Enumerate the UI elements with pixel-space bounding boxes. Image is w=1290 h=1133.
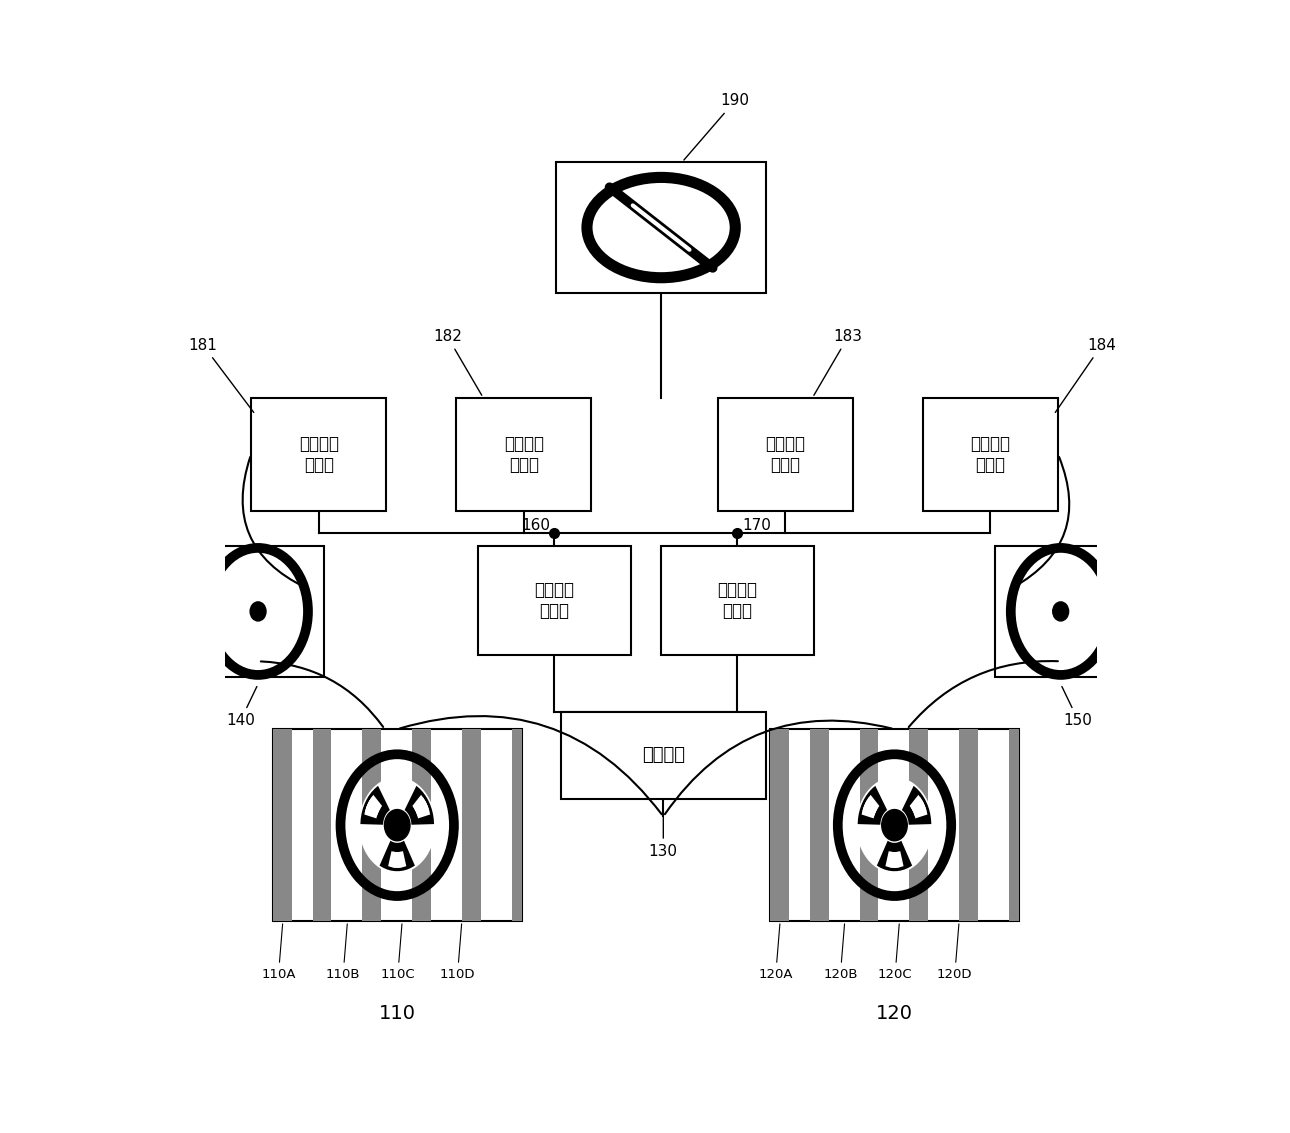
FancyBboxPatch shape xyxy=(192,546,324,678)
Polygon shape xyxy=(396,852,404,868)
Text: 110: 110 xyxy=(379,1004,415,1023)
Polygon shape xyxy=(911,798,925,812)
FancyBboxPatch shape xyxy=(412,730,431,921)
Text: 预处理器: 预处理器 xyxy=(642,747,685,765)
FancyBboxPatch shape xyxy=(561,712,766,799)
Text: 120A: 120A xyxy=(759,923,793,981)
Text: 140: 140 xyxy=(226,687,257,727)
Ellipse shape xyxy=(384,810,410,841)
FancyBboxPatch shape xyxy=(477,546,631,655)
Text: 170: 170 xyxy=(742,518,770,534)
Polygon shape xyxy=(360,786,390,825)
Text: 183: 183 xyxy=(814,329,863,395)
Polygon shape xyxy=(863,800,877,815)
Polygon shape xyxy=(405,786,433,825)
Polygon shape xyxy=(858,786,888,825)
Text: 182: 182 xyxy=(433,329,481,395)
FancyBboxPatch shape xyxy=(556,162,766,293)
Text: 160: 160 xyxy=(521,518,550,534)
Text: 120C: 120C xyxy=(877,923,912,981)
Text: 第二时序
控制器: 第二时序 控制器 xyxy=(717,581,757,620)
Text: 190: 190 xyxy=(684,93,749,160)
Polygon shape xyxy=(902,786,931,825)
FancyBboxPatch shape xyxy=(909,730,928,921)
FancyBboxPatch shape xyxy=(512,730,521,921)
FancyBboxPatch shape xyxy=(717,398,853,511)
Ellipse shape xyxy=(1031,574,1090,649)
Text: 120: 120 xyxy=(876,1004,913,1023)
Polygon shape xyxy=(877,841,912,871)
Polygon shape xyxy=(364,806,378,818)
Polygon shape xyxy=(379,841,415,871)
Polygon shape xyxy=(862,802,876,817)
FancyBboxPatch shape xyxy=(1009,730,1019,921)
FancyBboxPatch shape xyxy=(810,730,828,921)
Text: 110B: 110B xyxy=(326,923,360,981)
FancyBboxPatch shape xyxy=(995,546,1126,678)
Polygon shape xyxy=(895,851,903,868)
FancyBboxPatch shape xyxy=(859,730,878,921)
FancyBboxPatch shape xyxy=(770,730,1019,921)
FancyBboxPatch shape xyxy=(273,730,292,921)
Ellipse shape xyxy=(250,602,266,621)
Polygon shape xyxy=(893,852,902,868)
Text: 数据驱动
控制器: 数据驱动 控制器 xyxy=(765,435,805,474)
Polygon shape xyxy=(397,851,406,868)
FancyBboxPatch shape xyxy=(362,730,381,921)
Polygon shape xyxy=(913,806,928,818)
Polygon shape xyxy=(414,800,428,815)
Polygon shape xyxy=(368,798,381,812)
Polygon shape xyxy=(368,795,382,811)
Polygon shape xyxy=(413,795,426,811)
Polygon shape xyxy=(912,802,926,817)
Polygon shape xyxy=(909,795,924,811)
Ellipse shape xyxy=(882,810,907,841)
Polygon shape xyxy=(393,852,401,868)
Text: 184: 184 xyxy=(1055,338,1116,412)
FancyBboxPatch shape xyxy=(660,546,814,655)
Polygon shape xyxy=(866,795,880,811)
FancyBboxPatch shape xyxy=(457,398,591,511)
FancyBboxPatch shape xyxy=(770,730,788,921)
Text: 181: 181 xyxy=(188,338,254,412)
Polygon shape xyxy=(912,800,926,815)
Polygon shape xyxy=(413,798,427,812)
Text: 110C: 110C xyxy=(381,923,415,981)
Text: 150: 150 xyxy=(1062,687,1093,727)
Polygon shape xyxy=(864,798,878,812)
Polygon shape xyxy=(366,800,381,815)
Polygon shape xyxy=(415,802,430,817)
FancyBboxPatch shape xyxy=(462,730,480,921)
Text: 数据驱动
控制器: 数据驱动 控制器 xyxy=(299,435,339,474)
Ellipse shape xyxy=(359,777,436,874)
Text: 第一时序
控制器: 第一时序 控制器 xyxy=(534,581,574,620)
Polygon shape xyxy=(365,802,379,817)
FancyBboxPatch shape xyxy=(960,730,978,921)
Polygon shape xyxy=(388,851,396,868)
Ellipse shape xyxy=(228,574,288,649)
Text: 数据驱动
控制器: 数据驱动 控制器 xyxy=(970,435,1010,474)
FancyBboxPatch shape xyxy=(252,398,386,511)
Text: 数据驱动
控制器: 数据驱动 控制器 xyxy=(503,435,543,474)
Ellipse shape xyxy=(605,191,717,263)
Text: 120B: 120B xyxy=(823,923,858,981)
Text: 110D: 110D xyxy=(440,923,475,981)
Ellipse shape xyxy=(1053,602,1068,621)
Text: 110A: 110A xyxy=(262,923,295,981)
FancyBboxPatch shape xyxy=(273,730,521,921)
Polygon shape xyxy=(885,851,894,868)
Polygon shape xyxy=(391,852,399,868)
Ellipse shape xyxy=(857,777,933,874)
Polygon shape xyxy=(417,806,430,818)
FancyBboxPatch shape xyxy=(922,398,1058,511)
Text: 130: 130 xyxy=(649,802,677,859)
Polygon shape xyxy=(890,852,899,868)
Text: 120D: 120D xyxy=(937,923,973,981)
Polygon shape xyxy=(888,852,897,868)
Polygon shape xyxy=(862,806,876,818)
FancyBboxPatch shape xyxy=(312,730,332,921)
